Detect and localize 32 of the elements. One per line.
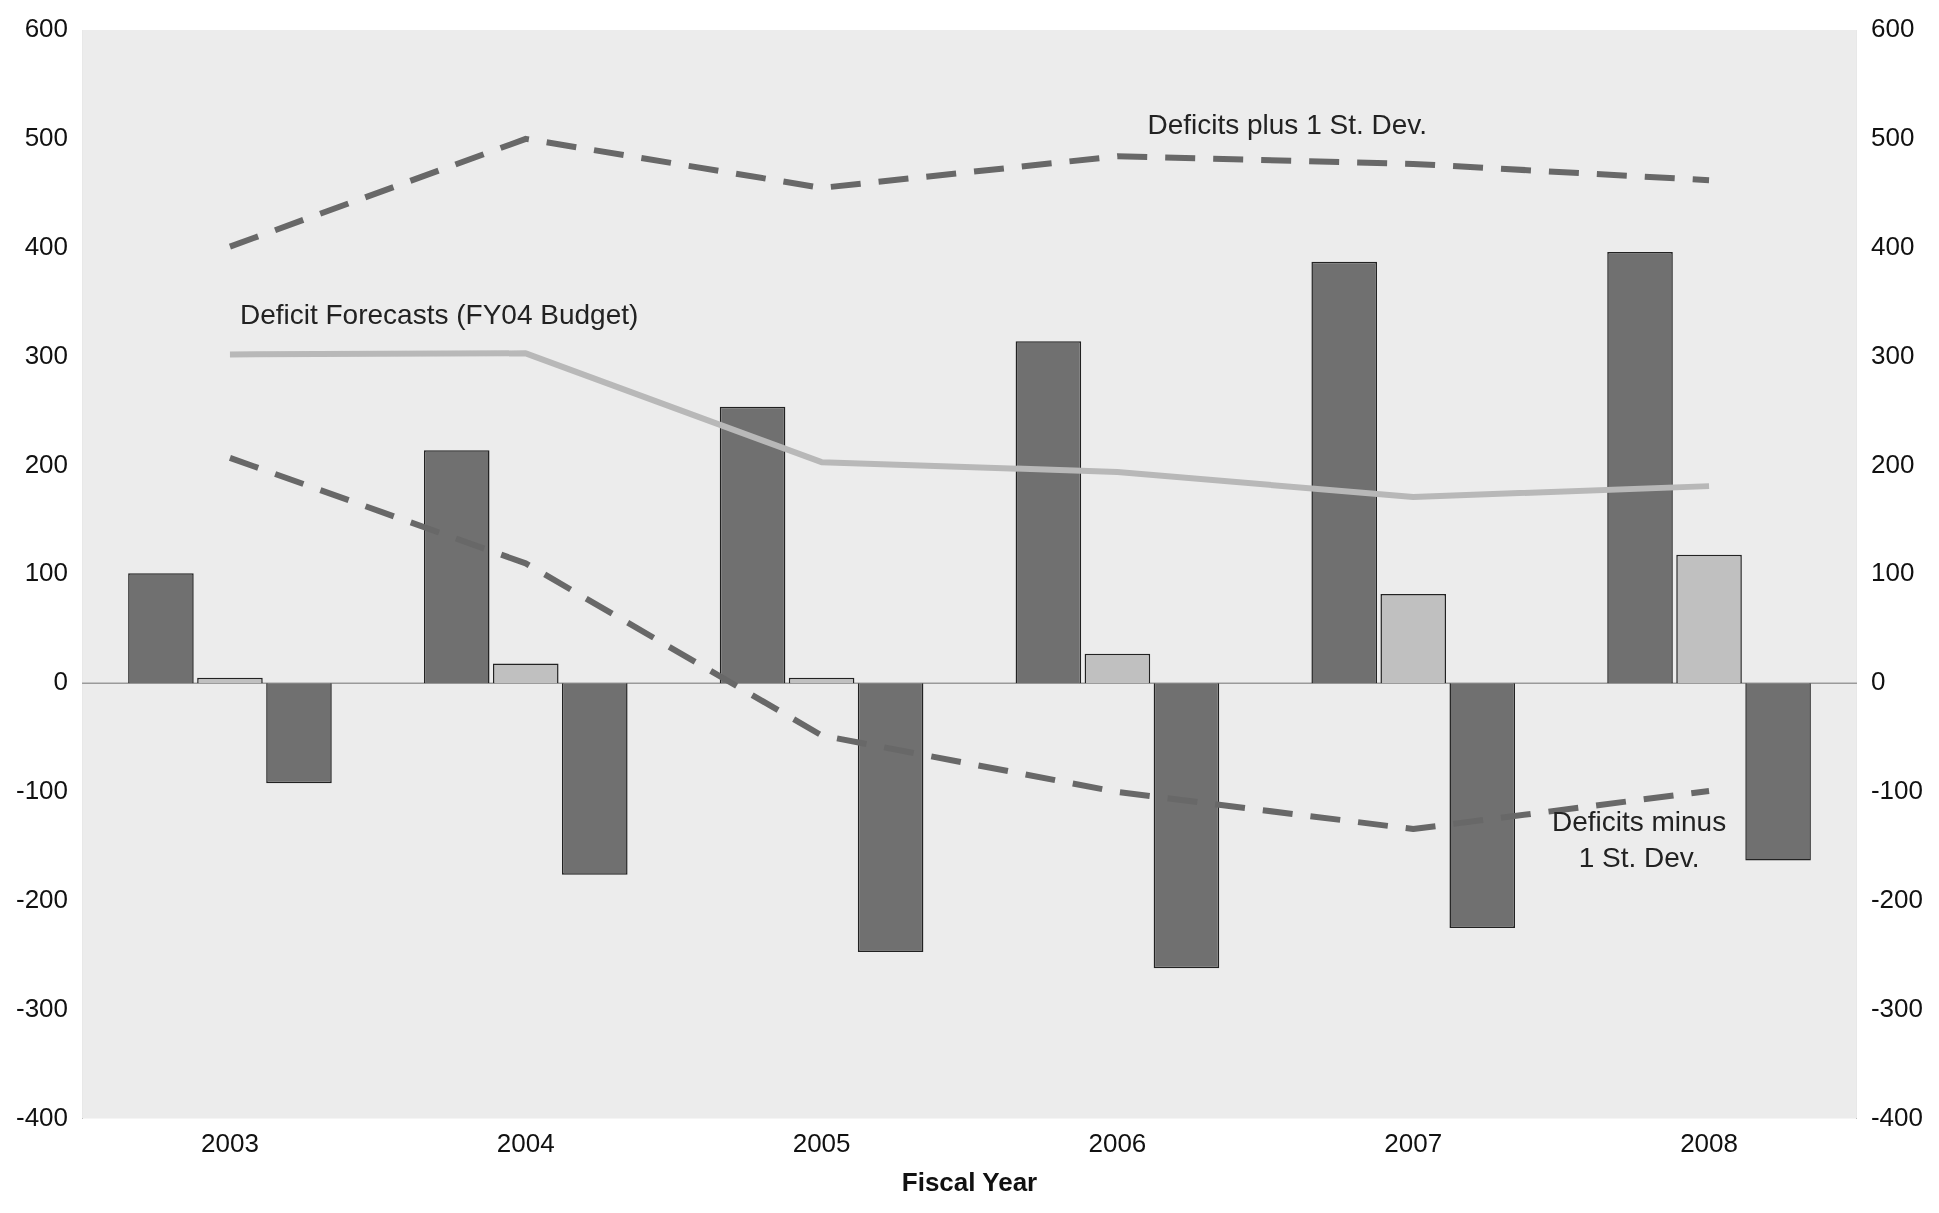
y2-tick-label: -100 <box>1870 775 1924 806</box>
y2-tick-label: 500 <box>1870 122 1915 153</box>
y-tick-label: 200 <box>24 448 69 479</box>
x-tick-label: 2006 <box>1088 1128 1147 1159</box>
y2-tick-label: 100 <box>1870 557 1915 588</box>
y2-tick-label: 300 <box>1870 339 1915 370</box>
y-tick-label: -200 <box>15 884 69 915</box>
y-tick-label: 100 <box>24 557 69 588</box>
y2-tick-label: -400 <box>1870 1101 1924 1132</box>
y2-tick-label: -200 <box>1870 884 1924 915</box>
y2-tick-label: -300 <box>1870 992 1924 1023</box>
y2-tick-label: 0 <box>1870 666 1886 697</box>
y2-tick-label: 400 <box>1870 230 1915 261</box>
x-tick-label: 2004 <box>496 1128 555 1159</box>
series-label: Deficit Forecasts (FY04 Budget) <box>239 299 639 331</box>
x-tick-label: 2008 <box>1680 1128 1738 1159</box>
y2-tick-label: 600 <box>1870 13 1915 44</box>
y-tick-label: 600 <box>24 13 69 44</box>
y2-tick-label: 200 <box>1870 448 1915 479</box>
x-axis-title: Fiscal Year <box>901 1166 1038 1197</box>
y-tick-label: -100 <box>15 775 69 806</box>
y-tick-label: 400 <box>24 230 69 261</box>
x-tick-label: 2007 <box>1384 1128 1443 1159</box>
x-tick-label: 2005 <box>792 1128 851 1159</box>
y-tick-label: 300 <box>24 339 69 370</box>
y-tick-label: 500 <box>24 122 69 153</box>
y-tick-label: -300 <box>15 992 69 1023</box>
series-label: Deficits minus 1 St. Dev. <box>1551 805 1727 873</box>
x-tick-label: 2003 <box>201 1128 259 1159</box>
y-tick-label: -400 <box>15 1101 69 1132</box>
y-tick-label: 0 <box>53 666 69 697</box>
series-label: Deficits plus 1 St. Dev. <box>1147 109 1427 141</box>
